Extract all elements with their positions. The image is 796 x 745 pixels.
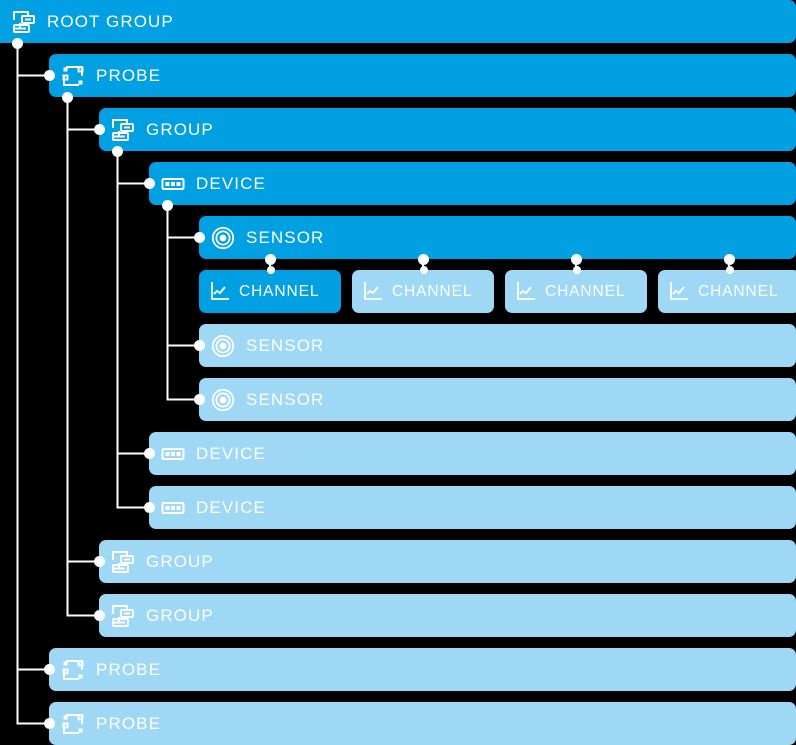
node-label: GROUP xyxy=(146,606,214,625)
tree-node-sensor-3[interactable]: SENSOR xyxy=(199,378,796,421)
connector-dot-probe1-in xyxy=(44,70,55,81)
channel-icon xyxy=(361,280,385,304)
tree-node-device-1[interactable]: DEVICE xyxy=(149,162,796,205)
channel-icon xyxy=(667,280,691,304)
node-label: DEVICE xyxy=(196,444,266,463)
edge-group-trunk xyxy=(116,152,149,509)
group-icon xyxy=(110,603,136,629)
tree-node-channel-2[interactable]: CHANNEL xyxy=(352,270,494,313)
node-label: PROBE xyxy=(96,660,162,679)
connector-dot-group1-in xyxy=(94,124,105,135)
node-label: CHANNEL xyxy=(698,282,779,300)
tree-node-group-3[interactable]: GROUP xyxy=(99,594,796,637)
connector-dot-probe3-in xyxy=(44,718,55,729)
connector-dot-group2-in xyxy=(94,556,105,567)
sensor-icon xyxy=(210,225,236,251)
channel-icon xyxy=(514,280,538,304)
probe-icon xyxy=(60,63,86,89)
connector-dot-device3-in xyxy=(144,502,155,513)
sensor-icon xyxy=(210,387,236,413)
tree-node-sensor-1[interactable]: SENSOR xyxy=(199,216,796,259)
sensor-icon xyxy=(210,333,236,359)
connector-dot-channel-in-3 xyxy=(572,266,581,274)
group-icon xyxy=(11,9,37,35)
connector-dot-root-out xyxy=(12,38,23,49)
node-label: PROBE xyxy=(96,714,162,733)
probe-icon xyxy=(60,711,86,737)
connector-dot-sensor-out-4 xyxy=(724,254,735,265)
connector-dot-sensor3-in xyxy=(194,394,205,405)
connector-dot-sensor2-in xyxy=(194,340,205,351)
node-label: SENSOR xyxy=(246,228,325,247)
tree-node-channel-3[interactable]: CHANNEL xyxy=(505,270,647,313)
tree-node-probe-3[interactable]: PROBE xyxy=(49,702,796,745)
tree-node-device-2[interactable]: DEVICE xyxy=(149,432,796,475)
connector-dot-sensor1-in xyxy=(194,232,205,243)
probe-icon xyxy=(60,657,86,683)
tree-node-group-1[interactable]: GROUP xyxy=(99,108,796,151)
tree-node-sensor-2[interactable]: SENSOR xyxy=(199,324,796,367)
connector-dot-device2-in xyxy=(144,448,155,459)
connector-dot-channel-in-2 xyxy=(419,266,428,274)
tree-node-group-2[interactable]: GROUP xyxy=(99,540,796,583)
node-label: PROBE xyxy=(96,66,162,85)
tree-node-device-3[interactable]: DEVICE xyxy=(149,486,796,529)
node-label: DEVICE xyxy=(196,498,266,517)
connector-dot-sensor-out-2 xyxy=(418,254,429,265)
node-label: CHANNEL xyxy=(239,282,320,300)
tree-node-channel-1[interactable]: CHANNEL xyxy=(199,270,341,313)
connector-dot-channel-in-4 xyxy=(725,266,734,274)
edge-root-trunk xyxy=(16,44,49,725)
connector-dot-sensor-out-1 xyxy=(265,254,276,265)
connector-dot-device-out xyxy=(162,200,173,211)
node-label: CHANNEL xyxy=(392,282,473,300)
node-label: SENSOR xyxy=(246,390,325,409)
edge-probe-trunk xyxy=(66,98,99,617)
connector-dot-probe-out xyxy=(62,92,73,103)
tree-node-probe-2[interactable]: PROBE xyxy=(49,648,796,691)
connector-dot-sensor-out-3 xyxy=(571,254,582,265)
connector-dot-device1-in xyxy=(144,178,155,189)
tree-node-probe-1[interactable]: PROBE xyxy=(49,54,796,97)
node-label: ROOT GROUP xyxy=(47,12,174,31)
tree-node-root-group[interactable]: ROOT GROUP xyxy=(0,0,796,43)
node-label: DEVICE xyxy=(196,174,266,193)
connector-dot-group-out xyxy=(112,146,123,157)
tree-node-channel-4[interactable]: CHANNEL xyxy=(658,270,796,313)
connector-dot-channel-in-1 xyxy=(266,266,275,274)
node-label: CHANNEL xyxy=(545,282,626,300)
edge-device-trunk xyxy=(166,206,199,401)
connector-dot-probe2-in xyxy=(44,664,55,675)
device-icon xyxy=(160,495,186,521)
group-icon xyxy=(110,117,136,143)
channel-icon xyxy=(208,280,232,304)
connector-dot-group3-in xyxy=(94,610,105,621)
device-icon xyxy=(160,171,186,197)
node-label: GROUP xyxy=(146,552,214,571)
node-label: SENSOR xyxy=(246,336,325,355)
node-label: GROUP xyxy=(146,120,214,139)
group-icon xyxy=(110,549,136,575)
device-icon xyxy=(160,441,186,467)
